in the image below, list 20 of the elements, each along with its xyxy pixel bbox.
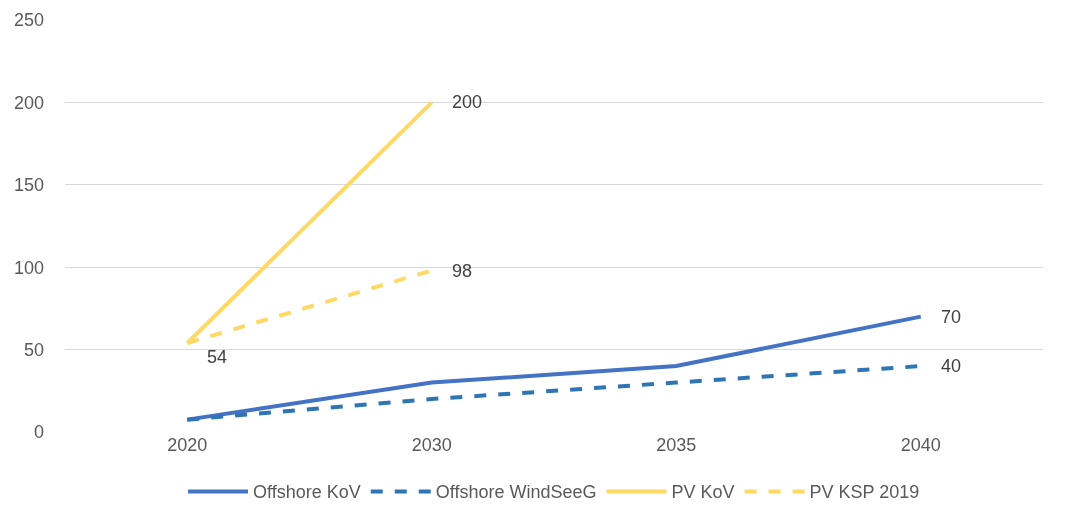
x-tick-label: 2040 (900, 435, 941, 455)
data-label: 40 (941, 356, 962, 376)
data-label: 200 (452, 92, 483, 112)
legend-label: PV KSP 2019 (809, 482, 920, 503)
data-label: 98 (452, 261, 473, 281)
x-tick-label: 2035 (656, 435, 697, 455)
legend-label: Offshore WindSeeG (435, 482, 597, 503)
y-tick-label: 250 (13, 10, 44, 31)
legend-label: PV KoV (671, 482, 735, 503)
y-tick-label: 100 (13, 257, 44, 278)
y-tick-label: 50 (23, 339, 44, 360)
data-label: 70 (941, 307, 962, 327)
x-tick-label: 2020 (167, 435, 208, 455)
y-tick-label: 0 (33, 422, 44, 443)
y-tick-label: 150 (13, 175, 44, 196)
line-series (185, 314, 923, 422)
y-tick-label: 200 (13, 92, 44, 113)
x-tick-label: 2030 (411, 435, 452, 455)
data-label: 54 (207, 347, 228, 367)
legend-label: Offshore KoV (253, 482, 361, 503)
